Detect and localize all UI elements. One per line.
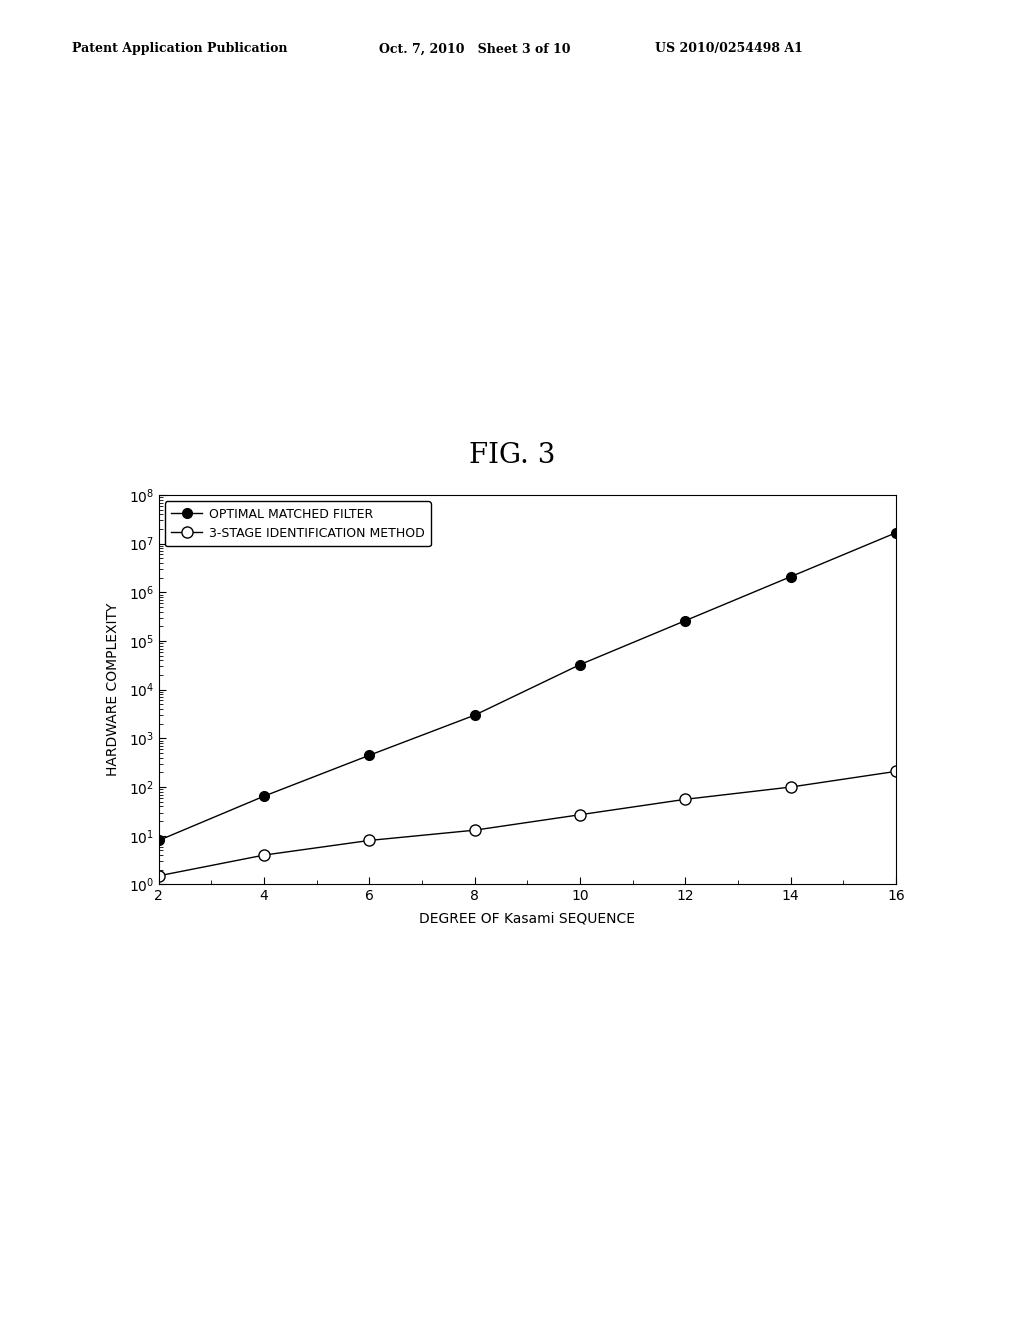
OPTIMAL MATCHED FILTER (469, 708, 481, 723)
OPTIMAL MATCHED FILTER (573, 656, 586, 672)
OPTIMAL MATCHED FILTER (258, 788, 270, 804)
Text: US 2010/0254498 A1: US 2010/0254498 A1 (655, 42, 803, 55)
3-STAGE IDENTIFICATION METHOD (784, 779, 797, 795)
3-STAGE IDENTIFICATION METHOD (153, 869, 165, 884)
Line: OPTIMAL MATCHED FILTER: OPTIMAL MATCHED FILTER (154, 528, 901, 845)
Line: 3-STAGE IDENTIFICATION METHOD: 3-STAGE IDENTIFICATION METHOD (154, 766, 901, 882)
3-STAGE IDENTIFICATION METHOD (573, 807, 586, 822)
3-STAGE IDENTIFICATION METHOD (469, 822, 481, 838)
OPTIMAL MATCHED FILTER (890, 525, 902, 541)
3-STAGE IDENTIFICATION METHOD (679, 792, 691, 808)
Legend: OPTIMAL MATCHED FILTER, 3-STAGE IDENTIFICATION METHOD: OPTIMAL MATCHED FILTER, 3-STAGE IDENTIFI… (165, 502, 431, 546)
Y-axis label: HARDWARE COMPLEXITY: HARDWARE COMPLEXITY (106, 603, 120, 776)
OPTIMAL MATCHED FILTER (679, 612, 691, 628)
Text: Oct. 7, 2010   Sheet 3 of 10: Oct. 7, 2010 Sheet 3 of 10 (379, 42, 570, 55)
OPTIMAL MATCHED FILTER (784, 569, 797, 585)
3-STAGE IDENTIFICATION METHOD (364, 833, 376, 849)
OPTIMAL MATCHED FILTER (153, 833, 165, 849)
3-STAGE IDENTIFICATION METHOD (890, 763, 902, 779)
Text: Patent Application Publication: Patent Application Publication (72, 42, 287, 55)
Text: FIG. 3: FIG. 3 (469, 442, 555, 469)
3-STAGE IDENTIFICATION METHOD (258, 847, 270, 863)
OPTIMAL MATCHED FILTER (364, 747, 376, 763)
X-axis label: DEGREE OF Kasami SEQUENCE: DEGREE OF Kasami SEQUENCE (420, 912, 635, 925)
